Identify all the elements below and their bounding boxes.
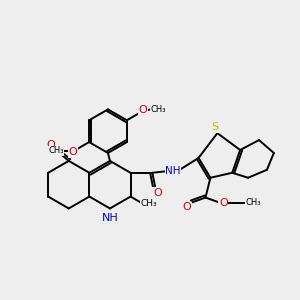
- Text: NH: NH: [102, 213, 118, 224]
- Text: O: O: [182, 202, 191, 212]
- Text: NH: NH: [165, 166, 181, 176]
- Text: O: O: [69, 147, 77, 157]
- Text: O: O: [219, 199, 228, 208]
- Text: O: O: [138, 105, 147, 116]
- Text: O: O: [153, 188, 162, 198]
- Text: O: O: [46, 140, 55, 150]
- Text: CH₃: CH₃: [49, 146, 64, 155]
- Text: CH₃: CH₃: [245, 198, 261, 207]
- Text: CH₃: CH₃: [140, 199, 157, 208]
- Text: S: S: [211, 122, 218, 132]
- Text: CH₃: CH₃: [151, 105, 167, 114]
